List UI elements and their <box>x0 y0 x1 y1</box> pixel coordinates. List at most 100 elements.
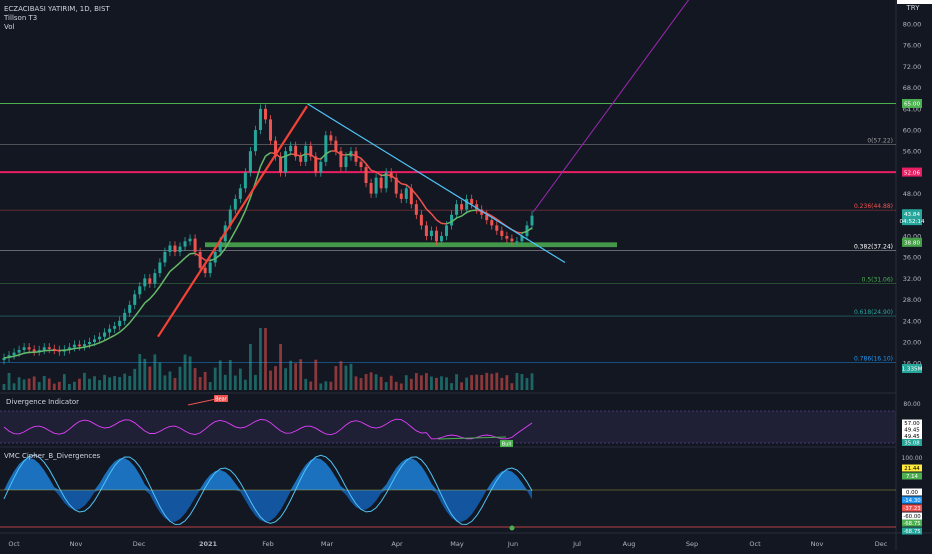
rsi-panel-title[interactable]: Divergence Indicator <box>6 398 79 406</box>
volume-bar <box>350 364 353 390</box>
indicator-tillson-label[interactable]: Tillson T3 <box>3 14 37 22</box>
candle-body[interactable] <box>108 329 111 333</box>
candle-body[interactable] <box>73 345 76 348</box>
candle-body[interactable] <box>415 204 418 215</box>
indicator-vol-label[interactable]: Vol <box>4 23 15 31</box>
candle-body[interactable] <box>425 225 428 236</box>
candle-body[interactable] <box>133 294 136 305</box>
candle-body[interactable] <box>194 239 197 252</box>
candle-body[interactable] <box>289 146 292 151</box>
candle-body[interactable] <box>18 350 21 353</box>
candle-body[interactable] <box>118 321 121 326</box>
candle-body[interactable] <box>28 347 31 349</box>
volume-bar <box>133 369 136 390</box>
price-tick-label: 36.00 <box>903 254 922 262</box>
candle-body[interactable] <box>500 231 503 236</box>
volume-bar <box>340 361 343 390</box>
candle-body[interactable] <box>123 313 126 321</box>
candle-body[interactable] <box>284 151 287 172</box>
candle-body[interactable] <box>470 199 473 204</box>
vmc-buy-dot <box>510 526 515 531</box>
price-tick-label: 32.00 <box>903 275 922 283</box>
candle-body[interactable] <box>163 252 166 263</box>
candle-body[interactable] <box>179 247 182 252</box>
candle-body[interactable] <box>143 278 146 286</box>
candle-body[interactable] <box>515 241 518 242</box>
candle-body[interactable] <box>168 246 171 252</box>
candle-body[interactable] <box>365 167 368 183</box>
candle-body[interactable] <box>234 199 237 210</box>
candle-body[interactable] <box>420 215 423 226</box>
candle-body[interactable] <box>531 216 534 226</box>
candle-body[interactable] <box>153 273 156 284</box>
candle-body[interactable] <box>78 345 81 347</box>
vmc-badge-text: -60.00 <box>903 514 921 520</box>
candle-body[interactable] <box>435 231 438 242</box>
vmc-panel-title[interactable]: VMC Cipher_B_Divergences <box>4 452 101 460</box>
candle-body[interactable] <box>400 194 403 199</box>
candle-body[interactable] <box>465 199 468 210</box>
candle-body[interactable] <box>249 151 252 172</box>
candle-body[interactable] <box>334 141 337 152</box>
candle-body[interactable] <box>158 263 161 274</box>
time-tick-label: May <box>450 540 464 548</box>
candle-body[interactable] <box>405 188 408 199</box>
candle-body[interactable] <box>440 236 443 241</box>
candle-body[interactable] <box>103 332 106 336</box>
support-zone[interactable] <box>205 242 617 247</box>
volume-bar <box>113 376 116 390</box>
candle-body[interactable] <box>430 231 433 236</box>
candle-body[interactable] <box>48 347 51 349</box>
volume-bar <box>445 377 448 390</box>
candle-body[interactable] <box>344 157 347 168</box>
candle-body[interactable] <box>184 241 187 246</box>
candle-body[interactable] <box>445 225 448 236</box>
candle-body[interactable] <box>329 135 332 140</box>
candle-body[interactable] <box>244 172 247 188</box>
candle-body[interactable] <box>254 130 257 151</box>
candle-body[interactable] <box>264 109 267 120</box>
candle-body[interactable] <box>98 337 101 340</box>
candle-body[interactable] <box>370 183 373 194</box>
volume-bar <box>495 373 498 390</box>
candle-body[interactable] <box>490 220 493 225</box>
candle-body[interactable] <box>88 342 91 344</box>
candle-body[interactable] <box>128 305 131 313</box>
candle-body[interactable] <box>83 344 86 346</box>
t3-segment <box>39 351 44 352</box>
candle-body[interactable] <box>455 204 458 215</box>
candle-body[interactable] <box>173 246 176 252</box>
candle-body[interactable] <box>189 239 192 242</box>
candle-body[interactable] <box>299 157 302 162</box>
candle-body[interactable] <box>209 263 212 274</box>
candle-body[interactable] <box>113 326 116 329</box>
candle-body[interactable] <box>380 178 383 189</box>
candle-body[interactable] <box>269 119 272 140</box>
fib-level-label: 0.618(24.90) <box>854 309 893 316</box>
candle-body[interactable] <box>495 225 498 230</box>
rsi-badge-text: 35.08 <box>904 441 920 447</box>
candle-body[interactable] <box>510 239 513 242</box>
candle-body[interactable] <box>43 347 46 350</box>
candle-body[interactable] <box>239 188 242 199</box>
volume-bar <box>289 361 292 390</box>
candle-body[interactable] <box>360 162 363 167</box>
candle-body[interactable] <box>324 135 327 162</box>
candle-body[interactable] <box>259 109 262 130</box>
candle-body[interactable] <box>319 162 322 173</box>
candle-body[interactable] <box>93 339 96 342</box>
candle-body[interactable] <box>460 204 463 209</box>
candle-body[interactable] <box>23 347 26 350</box>
candle-body[interactable] <box>148 278 151 283</box>
price-badge-text: 04:52:14 <box>899 219 925 225</box>
volume-bar <box>128 376 131 390</box>
candle-body[interactable] <box>33 349 36 351</box>
candle-body[interactable] <box>13 353 16 356</box>
candle-body[interactable] <box>375 178 378 194</box>
candle-body[interactable] <box>279 157 282 173</box>
candle-body[interactable] <box>138 286 141 294</box>
candle-body[interactable] <box>505 236 508 239</box>
candle-body[interactable] <box>204 268 207 273</box>
candle-body[interactable] <box>199 252 202 268</box>
